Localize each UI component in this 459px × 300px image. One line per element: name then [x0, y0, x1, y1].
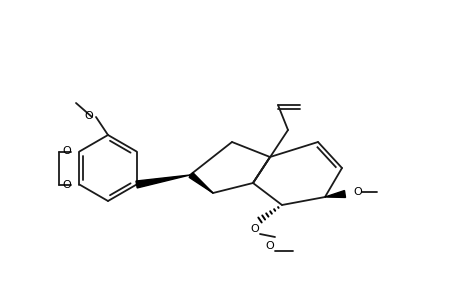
Polygon shape	[136, 175, 190, 188]
Polygon shape	[325, 190, 345, 197]
Text: O: O	[62, 146, 71, 157]
Text: O: O	[250, 224, 259, 234]
Text: O: O	[84, 111, 93, 121]
Polygon shape	[189, 173, 213, 193]
Text: O: O	[62, 179, 71, 190]
Text: O: O	[265, 241, 274, 251]
Text: O: O	[353, 187, 362, 197]
